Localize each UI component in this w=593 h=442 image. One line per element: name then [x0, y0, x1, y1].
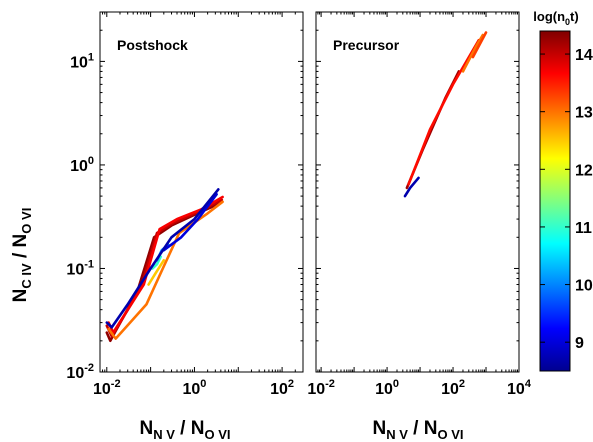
series-line [105, 188, 220, 329]
y-tick-label: 10-1 [66, 258, 94, 278]
postshock-plot-frame [99, 11, 304, 373]
postshock-panel-label: Postshock [117, 37, 188, 53]
postshock-x-axis-label: NN V / NO VI [140, 418, 231, 442]
precursor-x-tick-labels: 10-2 100 102 104 [307, 378, 532, 398]
colorbar-tick-label: 12 [575, 162, 593, 179]
x-tick-label: 100 [375, 378, 399, 398]
x-tick-label: 102 [270, 378, 294, 398]
postshock-series [105, 188, 224, 343]
colorbar-tick-label: 14 [575, 47, 593, 64]
colorbar-label: log(n0t) [533, 9, 578, 27]
x-tick-label: 10-2 [307, 378, 335, 398]
series-line [471, 31, 488, 59]
colorbar-scale [539, 30, 571, 372]
y-axis-label: NC IV / NO VI [10, 208, 34, 303]
colorbar-tick-label: 10 [575, 278, 593, 295]
y-label-separator: / [10, 247, 31, 263]
series-line [151, 255, 162, 270]
postshock-x-tick-labels: 10-2 100 102 [93, 378, 294, 398]
colorbar-tick-label: 11 [575, 220, 592, 237]
y-label-numerator: N [10, 289, 31, 303]
postshock-ticks [99, 11, 304, 373]
series-line [407, 38, 481, 186]
y-tick-label: 101 [70, 51, 94, 71]
colorbar-tick-label: 9 [575, 335, 584, 352]
x-tick-label: 102 [441, 378, 465, 398]
y-label-denominator: N [10, 234, 31, 248]
colorbar-tick-label: 13 [575, 105, 593, 122]
colorbar-ticks: 9 10 11 12 13 14 [540, 47, 593, 352]
precursor-panel-label: Precursor [333, 37, 400, 53]
y-label-denominator-sub: O VI [19, 208, 34, 234]
series-line [147, 258, 166, 286]
x-tick-label: 100 [182, 378, 206, 398]
series-line [461, 33, 485, 73]
precursor-panel: Precursor 10-2 100 102 104 [307, 11, 532, 398]
series-line [403, 176, 420, 198]
series-line [162, 193, 218, 252]
postshock-panel: Postshock 10-2 10-1 100 101 10-2 100 102 [66, 11, 304, 398]
precursor-series [403, 31, 488, 198]
precursor-plot-frame [315, 11, 520, 373]
series-line [107, 200, 224, 340]
y-tick-labels: 10-2 10-1 100 101 [66, 51, 94, 382]
x-tick-label: 10-2 [93, 378, 121, 398]
precursor-x-axis-label: NN V / NO VI [373, 418, 464, 442]
colorbar: 9 10 11 12 13 14 log(n0t) [533, 9, 593, 372]
y-tick-label: 100 [70, 155, 94, 175]
precursor-ticks [315, 11, 520, 373]
x-tick-label: 104 [507, 378, 532, 398]
y-tick-label: 10-2 [66, 362, 94, 382]
y-label-numerator-sub: C IV [19, 263, 34, 289]
